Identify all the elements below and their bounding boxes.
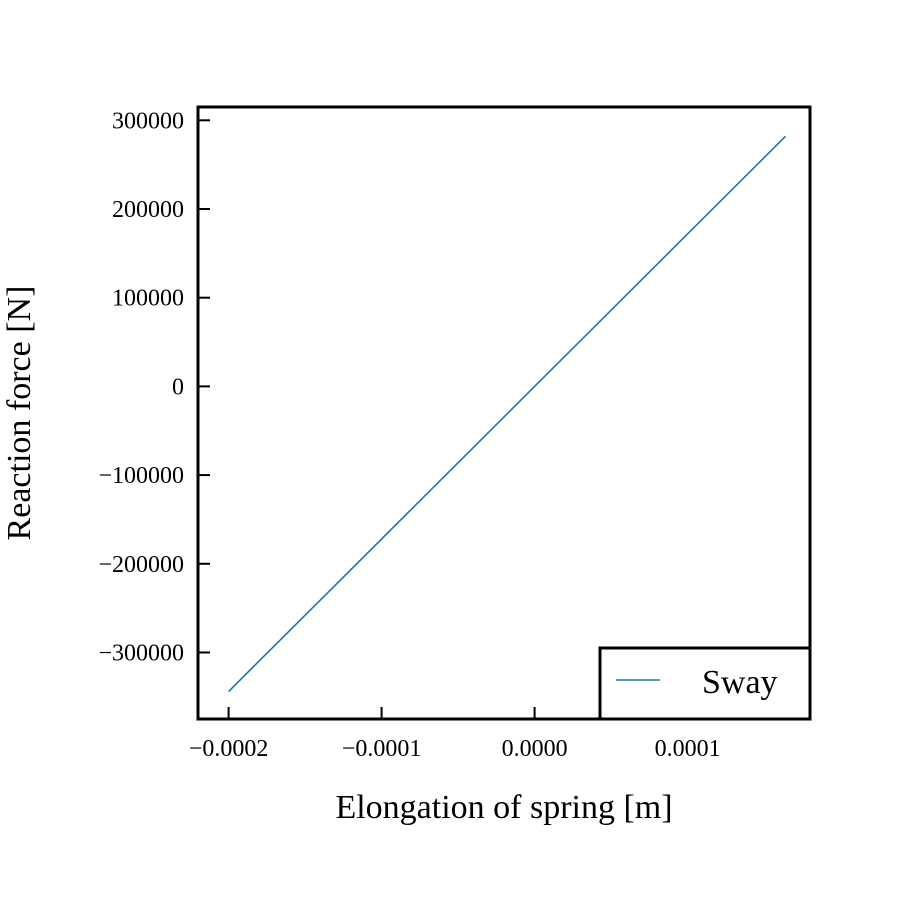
y-tick-label: −200000	[98, 552, 184, 578]
plot-area	[198, 107, 810, 719]
x-axis-label: Elongation of spring [m]	[335, 789, 672, 826]
x-tick-label: 0.0001	[655, 736, 721, 762]
plot-frame	[196, 105, 812, 721]
legend: Sway	[598, 646, 812, 721]
series-layer	[228, 135, 787, 693]
y-tick-label: 100000	[112, 286, 184, 312]
legend-box	[598, 646, 812, 721]
series-line-sway	[228, 135, 787, 693]
y-tick-label: 300000	[112, 108, 184, 134]
y-tick-label: −300000	[98, 640, 184, 666]
y-tick-label: −100000	[98, 463, 184, 489]
x-tick-label: −0.0002	[189, 736, 269, 762]
y-axis-label: Reaction force [N]	[1, 286, 38, 541]
x-tick-label: −0.0001	[342, 736, 422, 762]
y-tick-label: 0	[172, 374, 184, 400]
y-tick-label: 200000	[112, 197, 184, 223]
x-tick-label: 0.0000	[502, 736, 568, 762]
legend-label-sway: Sway	[702, 664, 778, 701]
y-axis-ticks: 300000 200000 100000 0 −100000 −200000 −300000	[98, 108, 210, 666]
